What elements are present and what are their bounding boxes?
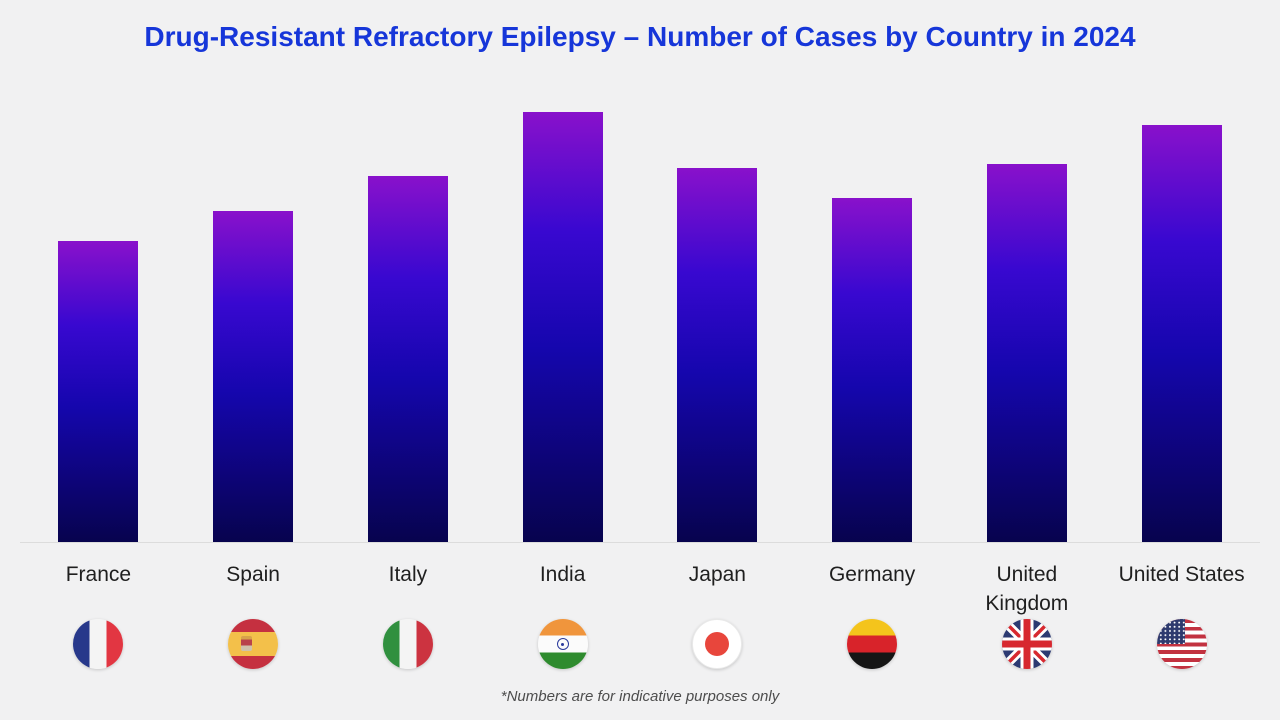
chart-column-spain — [176, 211, 331, 542]
footnote: *Numbers are for indicative purposes onl… — [500, 688, 780, 705]
bar-india — [522, 112, 603, 542]
chart-column-india — [485, 112, 640, 542]
chart-column-usa — [1104, 125, 1259, 542]
flag-japan-icon — [692, 619, 743, 669]
flag-uk-icon — [1001, 619, 1052, 669]
union-jack-graphic — [1001, 619, 1052, 669]
label-united-kingdom: United Kingdom — [985, 563, 1069, 615]
flag-india-icon — [537, 619, 588, 669]
bar-uk — [986, 164, 1067, 542]
label-france: France — [65, 563, 132, 586]
chart-column-germany — [795, 198, 950, 542]
chart-column-italy — [331, 176, 486, 542]
flag-italy-icon — [382, 619, 433, 669]
chart-column-japan — [640, 168, 795, 542]
flags-row — [21, 619, 1259, 669]
flag-germany-icon — [847, 619, 898, 669]
label-germany: Germany — [828, 563, 916, 586]
flag-spain-icon — [228, 619, 279, 669]
spain-coat-of-arms — [241, 636, 253, 651]
x-axis-line — [20, 542, 1260, 543]
bar-france — [58, 241, 139, 542]
ashoka-chakra — [556, 638, 569, 650]
label-spain: Spain — [226, 563, 280, 586]
label-india: India — [539, 563, 586, 586]
japan-sun-disc — [705, 632, 730, 656]
bar-usa — [1141, 125, 1222, 542]
flag-france-icon — [73, 619, 124, 669]
label-italy: Italy — [388, 563, 428, 586]
label-japan: Japan — [688, 563, 746, 586]
bar-germany — [832, 198, 913, 542]
chart-column-uk — [950, 164, 1105, 542]
chart-title: Drug-Resistant Refractory Epilepsy – Num… — [144, 21, 1136, 52]
label-united-states: United States — [1118, 563, 1245, 586]
bar-japan — [677, 168, 758, 542]
bar-chart — [21, 112, 1259, 542]
bar-italy — [367, 176, 448, 542]
flag-usa-icon — [1156, 619, 1207, 669]
x-axis-labels: France Spain Italy India Japan Germany U… — [21, 543, 1259, 619]
bar-spain — [213, 211, 294, 542]
usa-star-canton — [1156, 619, 1185, 644]
chart-column-france — [21, 241, 176, 542]
